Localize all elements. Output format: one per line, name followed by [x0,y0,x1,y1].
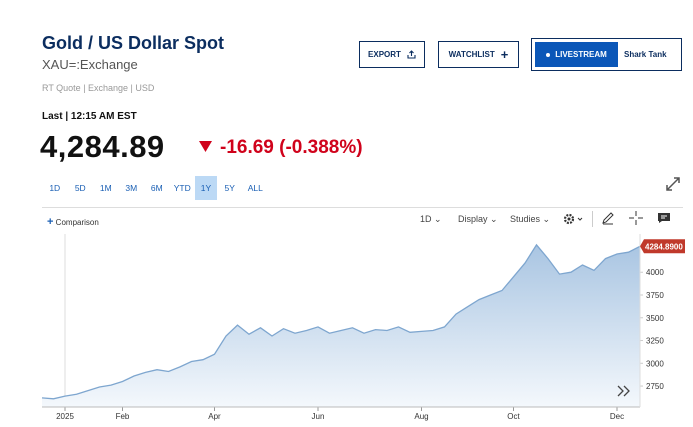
crosshair-icon[interactable] [629,211,643,225]
price-change: -16.69 (-0.388%) [220,137,363,158]
livestream-button[interactable]: LIVESTREAM [535,42,618,67]
range-tab[interactable]: 1D [49,183,61,193]
show-name: Shark Tank [624,50,667,59]
range-tabs: 1D 5D 1M 3M 6M YTD 1Y 5Y ALL [42,176,268,200]
y-tick-label: 4000 [646,268,664,277]
divider [592,211,593,227]
last-price: 4,284.89 [40,129,165,164]
symbol: XAU=:Exchange [42,57,138,72]
range-tab[interactable]: ALL [247,183,263,193]
x-tick-label: Jun [312,412,325,421]
x-tick-label: Oct [507,412,520,421]
interval-menu[interactable]: 1D ⌄ [420,214,442,224]
last-price-tag [640,239,685,254]
area-fill [42,244,640,407]
interval-label: 1D [420,214,432,224]
range-tab[interactable]: 1M [99,183,112,193]
range-tab[interactable]: YTD [173,183,191,193]
watchlist-label: WATCHLIST [448,50,495,59]
last-price-label: 4284.8900 [645,242,683,251]
y-tick-label: 3500 [646,314,664,323]
x-tick-label: 2025 [56,412,74,421]
export-button[interactable]: EXPORT [359,41,425,68]
studies-label: Studies [510,214,541,224]
y-tick-label: 3250 [646,337,664,346]
plus-icon: + [500,47,509,62]
expand-icon[interactable] [665,176,681,192]
settings-icon[interactable] [563,213,585,225]
studies-menu[interactable]: Studies ⌄ [510,214,551,224]
toolbar-border [42,207,683,208]
display-label: Display [458,214,488,224]
export-label: EXPORT [368,50,401,59]
comparison-label: Comparison [55,218,99,227]
watchlist-button[interactable]: WATCHLIST + [438,41,519,68]
scroll-icon[interactable] [616,384,632,398]
y-tick-label: 3000 [646,359,664,368]
export-icon [407,50,416,59]
y-tick-label: 3750 [646,291,664,300]
quote-meta: RT Quote | Exchange | USD [42,83,155,93]
display-menu[interactable]: Display ⌄ [458,214,498,224]
x-tick-label: Feb [116,412,130,421]
x-tick-label: Dec [610,412,624,421]
down-arrow [199,141,212,152]
price-line [41,243,641,400]
live-dot [546,52,551,57]
livestream-box[interactable]: LIVESTREAM Shark Tank [531,38,682,71]
last-time: Last | 12:15 AM EST [42,111,137,122]
draw-icon[interactable] [601,211,615,225]
title: Gold / US Dollar Spot [42,33,225,53]
range-tab[interactable]: 6M [150,183,163,193]
x-tick-label: Apr [208,412,221,421]
range-tab[interactable]: 3M [125,183,138,193]
range-tab[interactable]: 5Y [224,183,235,193]
range-tab[interactable]: 5D [74,183,86,193]
livestream-label: LIVESTREAM [555,50,607,59]
comment-icon[interactable] [657,212,671,224]
x-tick-label: Aug [414,412,428,421]
range-tab[interactable]: 1Y [195,176,217,200]
comparison-button[interactable]: + Comparison [47,216,99,228]
y-tick-label: 2750 [646,382,664,391]
